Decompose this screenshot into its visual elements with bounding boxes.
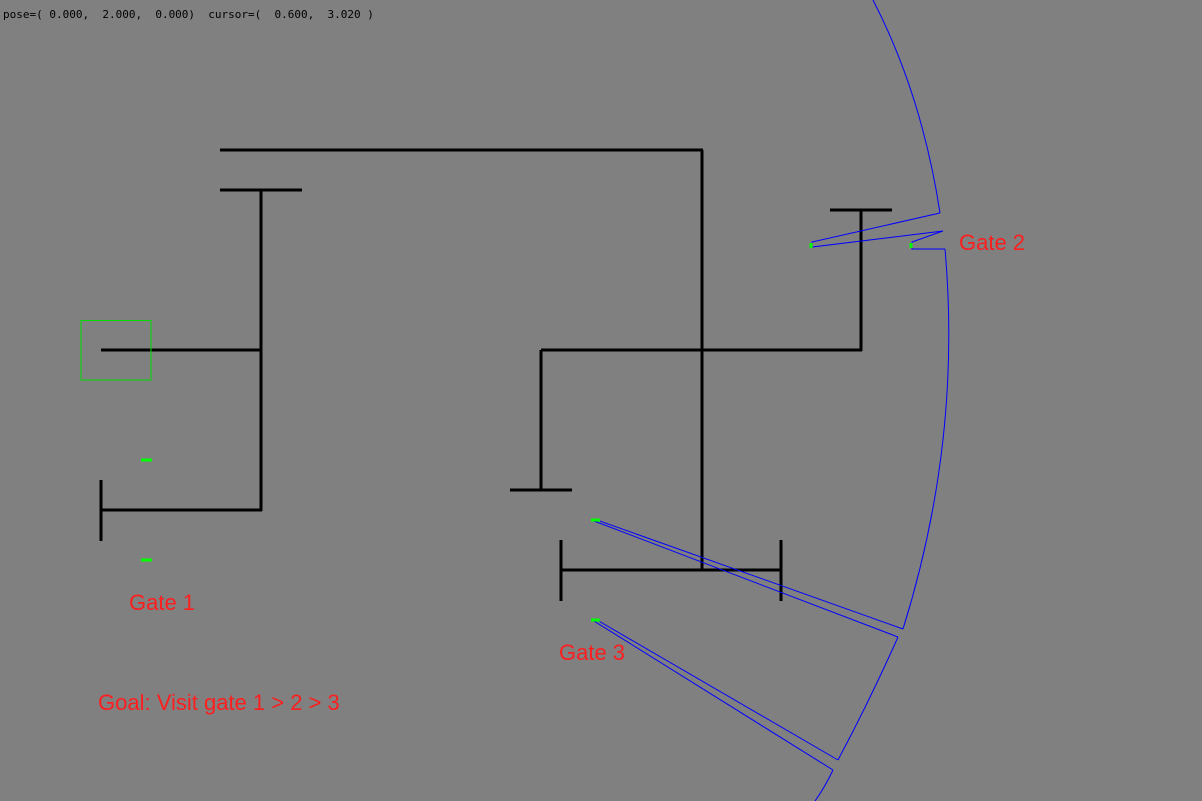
scan-gate3-upper-spike xyxy=(592,519,904,638)
scan-arc-right xyxy=(902,248,950,630)
scan-gate2-spike xyxy=(811,212,945,250)
scan-arc-bottom xyxy=(814,769,834,801)
scan-gate3-lower-spike xyxy=(592,619,839,771)
gate3-label: Gate 3 xyxy=(559,640,626,665)
pose-cursor-readout: pose=( 0.000, 2.000, 0.000) cursor=( 0.6… xyxy=(3,8,374,21)
gate2-label: Gate 2 xyxy=(959,230,1026,255)
sensor-scan xyxy=(592,0,950,801)
gate1-label: Gate 1 xyxy=(129,590,196,615)
scan-arc-top xyxy=(872,0,941,214)
gate-markers xyxy=(141,243,913,622)
goal-text: Goal: Visit gate 1 > 2 > 3 xyxy=(98,690,340,715)
scan-arc-lower xyxy=(837,636,899,761)
walls xyxy=(99,148,892,601)
robot-box[interactable] xyxy=(80,320,152,381)
